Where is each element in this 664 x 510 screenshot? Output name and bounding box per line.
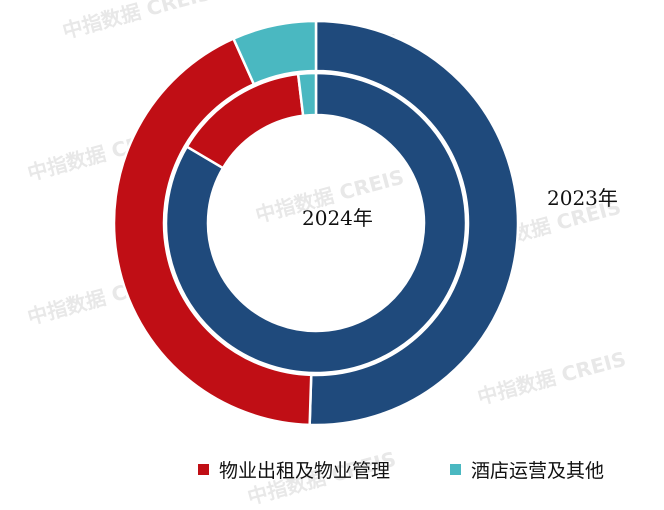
legend-item-hotel: 酒店运营及其他 — [450, 456, 604, 483]
inner-ring — [164, 71, 468, 375]
legend-label-rental: 物业出租及物业管理 — [219, 460, 391, 482]
outer-ring-slice-2 — [112, 37, 313, 427]
legend-swatch-rental — [198, 464, 209, 475]
legend-label-hotel: 酒店运营及其他 — [471, 460, 605, 482]
legend-item-rental: 物业出租及物业管理 — [198, 456, 390, 483]
outer-ring-slice-1 — [308, 19, 520, 427]
inner-ring-slice-1 — [164, 71, 468, 375]
outer-ring — [112, 19, 520, 427]
inner-ring-slice-3 — [296, 71, 318, 118]
outer-ring-slice-3 — [232, 19, 318, 86]
inner-ring-label: 2024年 — [302, 206, 373, 230]
legend-swatch-hotel — [450, 464, 461, 475]
outer-ring-label: 2023年 — [547, 186, 618, 210]
